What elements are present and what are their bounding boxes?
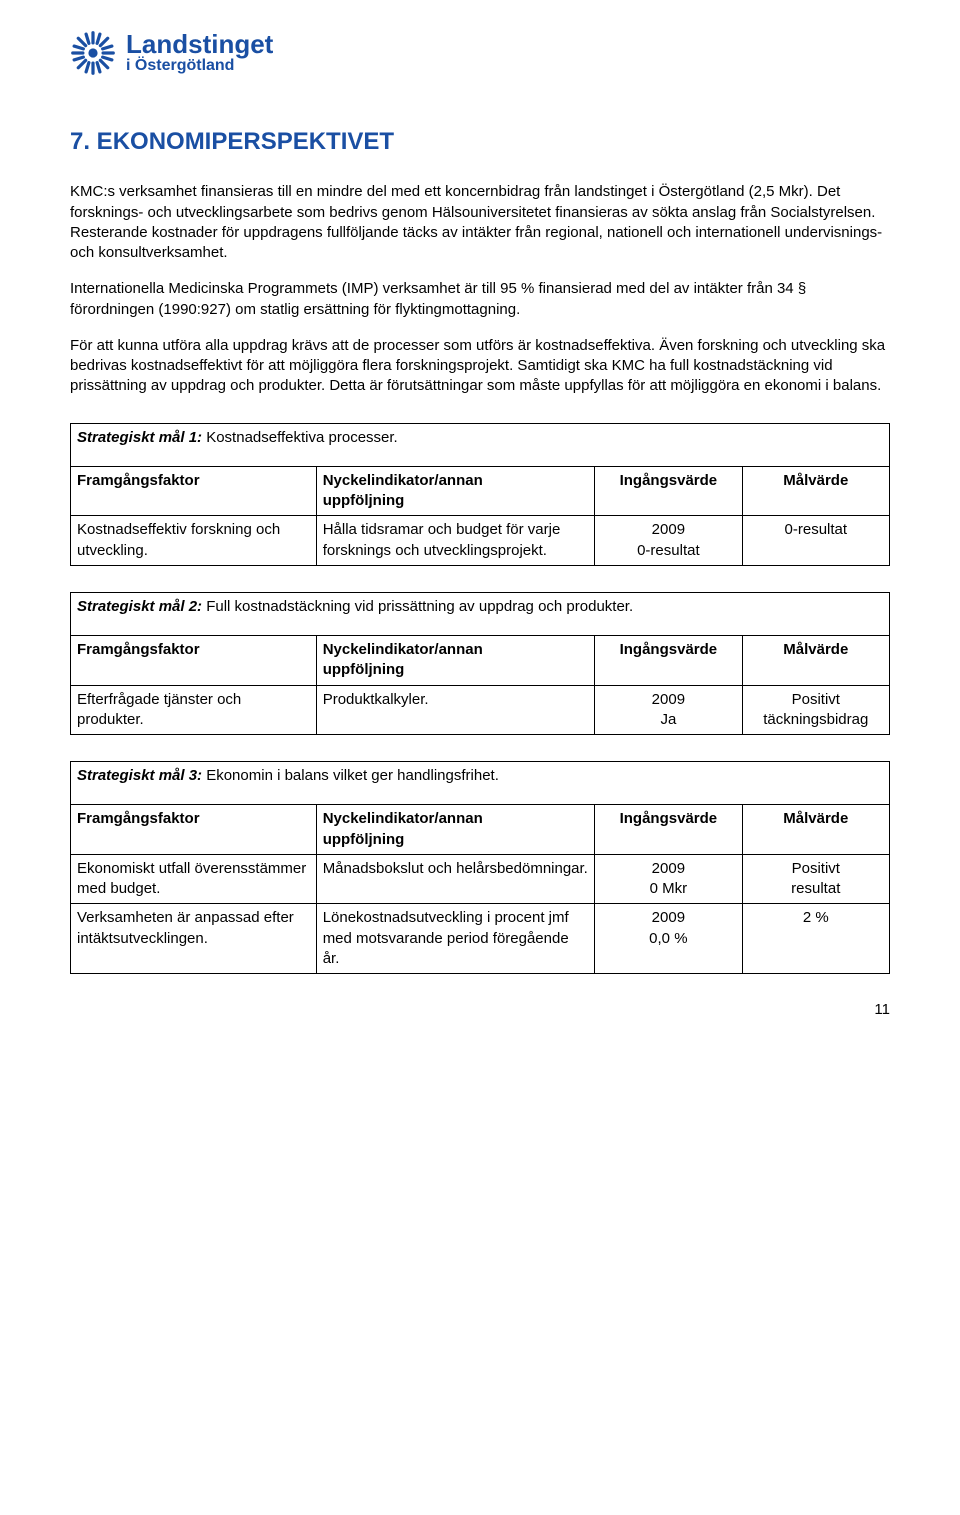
table-row: Strategiskt mål 1: Kostnadseffektiva pro… bbox=[71, 423, 890, 466]
col-header-2-l1: Nyckelindikator/annan bbox=[323, 641, 483, 658]
cell-malvarde-l2: resultat bbox=[791, 880, 840, 897]
goal-title-prefix: Strategiskt mål 3: bbox=[77, 767, 202, 784]
page-number: 11 bbox=[70, 1000, 890, 1020]
table-row: Verksamheten är anpassad efter intäktsut… bbox=[71, 904, 890, 974]
cell-malvarde: 0-resultat bbox=[742, 516, 889, 566]
cell-ingang: 2009 Ja bbox=[595, 685, 742, 735]
col-header-3: Ingångsvärde bbox=[595, 636, 742, 686]
cell-indicator: Produktkalkyler. bbox=[316, 685, 594, 735]
brand-line2: i Östergötland bbox=[126, 58, 273, 75]
table-row: Ekonomiskt utfall överensstämmer med bud… bbox=[71, 854, 890, 904]
table-row: Framgångsfaktor Nyckelindikator/annan up… bbox=[71, 466, 890, 516]
paragraph-1: KMC:s verksamhet finansieras till en min… bbox=[70, 182, 890, 263]
cell-ingang-l1: 2009 bbox=[652, 521, 685, 538]
cell-malvarde: Positivt resultat bbox=[742, 854, 889, 904]
cell-malvarde: Positivt täckningsbidrag bbox=[742, 685, 889, 735]
paragraph-2: Internationella Medicinska Programmets (… bbox=[70, 279, 890, 320]
col-header-2-l2: uppföljning bbox=[323, 831, 405, 848]
cell-malvarde-l1: 2 % bbox=[803, 909, 829, 926]
cell-factor: Efterfrågade tjänster och produkter. bbox=[71, 685, 317, 735]
goal-title: Strategiskt mål 3: Ekonomin i balans vil… bbox=[71, 762, 890, 805]
col-header-2: Nyckelindikator/annan uppföljning bbox=[316, 805, 594, 855]
goal-title: Strategiskt mål 2: Full kostnadstäckning… bbox=[71, 592, 890, 635]
cell-ingang-l1: 2009 bbox=[652, 691, 685, 708]
col-header-2: Nyckelindikator/annan uppföljning bbox=[316, 636, 594, 686]
col-header-2-l1: Nyckelindikator/annan bbox=[323, 472, 483, 489]
col-header-3: Ingångsvärde bbox=[595, 805, 742, 855]
table-row: Strategiskt mål 3: Ekonomin i balans vil… bbox=[71, 762, 890, 805]
col-header-1: Framgångsfaktor bbox=[71, 805, 317, 855]
col-header-1: Framgångsfaktor bbox=[71, 466, 317, 516]
cell-indicator: Lönekostnadsutveckling i procent jmf med… bbox=[316, 904, 594, 974]
table-row: Kostnadseffektiv forskning och utvecklin… bbox=[71, 516, 890, 566]
page-title: 7. EKONOMIPERSPEKTIVET bbox=[70, 126, 890, 158]
col-header-2: Nyckelindikator/annan uppföljning bbox=[316, 466, 594, 516]
table-row: Framgångsfaktor Nyckelindikator/annan up… bbox=[71, 636, 890, 686]
goal-title-rest: Ekonomin i balans vilket ger handlingsfr… bbox=[202, 767, 499, 784]
goal-title: Strategiskt mål 1: Kostnadseffektiva pro… bbox=[71, 423, 890, 466]
cell-ingang-l2: 0-resultat bbox=[637, 542, 700, 559]
goal-table-2: Strategiskt mål 2: Full kostnadstäckning… bbox=[70, 592, 890, 735]
goal-title-prefix: Strategiskt mål 1: bbox=[77, 429, 202, 446]
cell-ingang-l2: 0 Mkr bbox=[650, 880, 688, 897]
paragraph-3: För att kunna utföra alla uppdrag krävs … bbox=[70, 336, 890, 397]
cell-ingang-l2: 0,0 % bbox=[649, 930, 687, 947]
col-header-2-l2: uppföljning bbox=[323, 492, 405, 509]
table-row: Framgångsfaktor Nyckelindikator/annan up… bbox=[71, 805, 890, 855]
col-header-2-l1: Nyckelindikator/annan bbox=[323, 810, 483, 827]
cell-ingang-l1: 2009 bbox=[652, 860, 685, 877]
goal-table-3: Strategiskt mål 3: Ekonomin i balans vil… bbox=[70, 761, 890, 974]
cell-factor: Verksamheten är anpassad efter intäktsut… bbox=[71, 904, 317, 974]
table-row: Strategiskt mål 2: Full kostnadstäckning… bbox=[71, 592, 890, 635]
table-row: Efterfrågade tjänster och produkter. Pro… bbox=[71, 685, 890, 735]
cell-ingang-l1: 2009 bbox=[652, 909, 685, 926]
col-header-2-l2: uppföljning bbox=[323, 661, 405, 678]
col-header-4: Målvärde bbox=[742, 805, 889, 855]
goal-table-1: Strategiskt mål 1: Kostnadseffektiva pro… bbox=[70, 423, 890, 566]
cell-malvarde-l2: täckningsbidrag bbox=[763, 711, 868, 728]
col-header-4: Målvärde bbox=[742, 636, 889, 686]
col-header-1: Framgångsfaktor bbox=[71, 636, 317, 686]
sunburst-icon bbox=[70, 30, 116, 76]
col-header-3: Ingångsvärde bbox=[595, 466, 742, 516]
cell-factor: Ekonomiskt utfall överensstämmer med bud… bbox=[71, 854, 317, 904]
brand-line1: Landstinget bbox=[126, 31, 273, 58]
col-header-4: Målvärde bbox=[742, 466, 889, 516]
brand-logo: Landstinget i Östergötland bbox=[70, 30, 890, 76]
cell-ingang: 2009 0-resultat bbox=[595, 516, 742, 566]
goal-tables: Strategiskt mål 1: Kostnadseffektiva pro… bbox=[70, 423, 890, 975]
brand-text: Landstinget i Östergötland bbox=[126, 31, 273, 75]
cell-indicator: Hålla tidsramar och budget för varje for… bbox=[316, 516, 594, 566]
cell-malvarde-l1: 0-resultat bbox=[785, 521, 848, 538]
goal-title-rest: Full kostnadstäckning vid prissättning a… bbox=[202, 598, 633, 615]
cell-indicator: Månadsbokslut och helårsbedömningar. bbox=[316, 854, 594, 904]
cell-malvarde-l1: Positivt bbox=[792, 691, 840, 708]
cell-ingang: 2009 0,0 % bbox=[595, 904, 742, 974]
goal-title-rest: Kostnadseffektiva processer. bbox=[202, 429, 398, 446]
goal-title-prefix: Strategiskt mål 2: bbox=[77, 598, 202, 615]
cell-ingang-l2: Ja bbox=[660, 711, 676, 728]
cell-ingang: 2009 0 Mkr bbox=[595, 854, 742, 904]
cell-factor: Kostnadseffektiv forskning och utvecklin… bbox=[71, 516, 317, 566]
cell-malvarde: 2 % bbox=[742, 904, 889, 974]
cell-malvarde-l1: Positivt bbox=[792, 860, 840, 877]
